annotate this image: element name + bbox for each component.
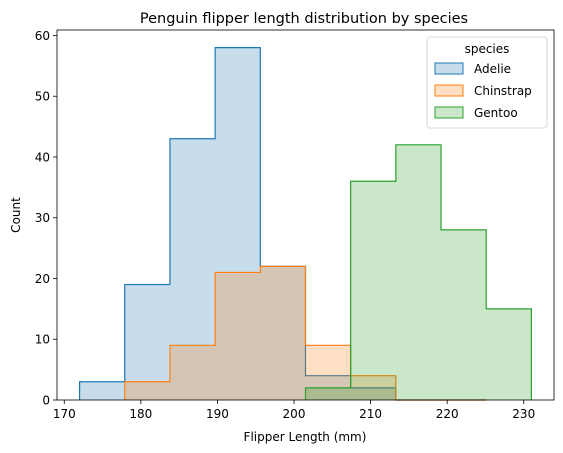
- histogram-bars: [78, 47, 533, 401]
- x-axis: 170 180 190 200 210 220 230: [53, 400, 535, 421]
- legend-swatch-gentoo: [434, 106, 464, 119]
- y-tick-label: 50: [35, 90, 50, 104]
- y-tick-label: 30: [35, 211, 50, 225]
- legend-label-adelie: Adelie: [474, 62, 511, 76]
- legend-items: Adelie Chinstrap Gentoo: [434, 62, 532, 120]
- legend-frame: [426, 36, 548, 129]
- x-tick-label: 200: [283, 407, 306, 421]
- chart-title: Penguin flipper length distribution by s…: [140, 11, 468, 27]
- y-tick-label: 20: [35, 272, 50, 286]
- x-tick-label: 230: [512, 407, 535, 421]
- legend-label-chinstrap: Chinstrap: [474, 84, 532, 98]
- x-tick-label: 220: [436, 407, 459, 421]
- plot-area: [56, 29, 555, 401]
- legend-label-gentoo: Gentoo: [474, 106, 518, 120]
- y-tick-label: 60: [35, 29, 50, 43]
- legend-swatch-adelie: [434, 62, 464, 75]
- x-tick-label: 180: [129, 407, 152, 421]
- y-axis-label: Count: [9, 197, 23, 233]
- x-tick-label: 190: [206, 407, 229, 421]
- y-tick-label: 10: [35, 333, 50, 347]
- y-tick-label: 0: [42, 394, 50, 408]
- legend-swatch-chinstrap: [434, 84, 464, 97]
- x-tick-label: 210: [359, 407, 382, 421]
- y-tick-label: 40: [35, 150, 50, 164]
- axes-frame: [56, 29, 555, 401]
- y-axis: 0 10 20 30 40 50 60: [35, 29, 57, 408]
- legend-title: species: [465, 42, 510, 56]
- histogram-series-gentoo: [304, 144, 533, 400]
- x-axis-label: Flipper Length (mm): [244, 430, 367, 444]
- x-tick-label: 170: [53, 407, 76, 421]
- legend: species Adelie Chinstrap Gentoo: [426, 36, 548, 129]
